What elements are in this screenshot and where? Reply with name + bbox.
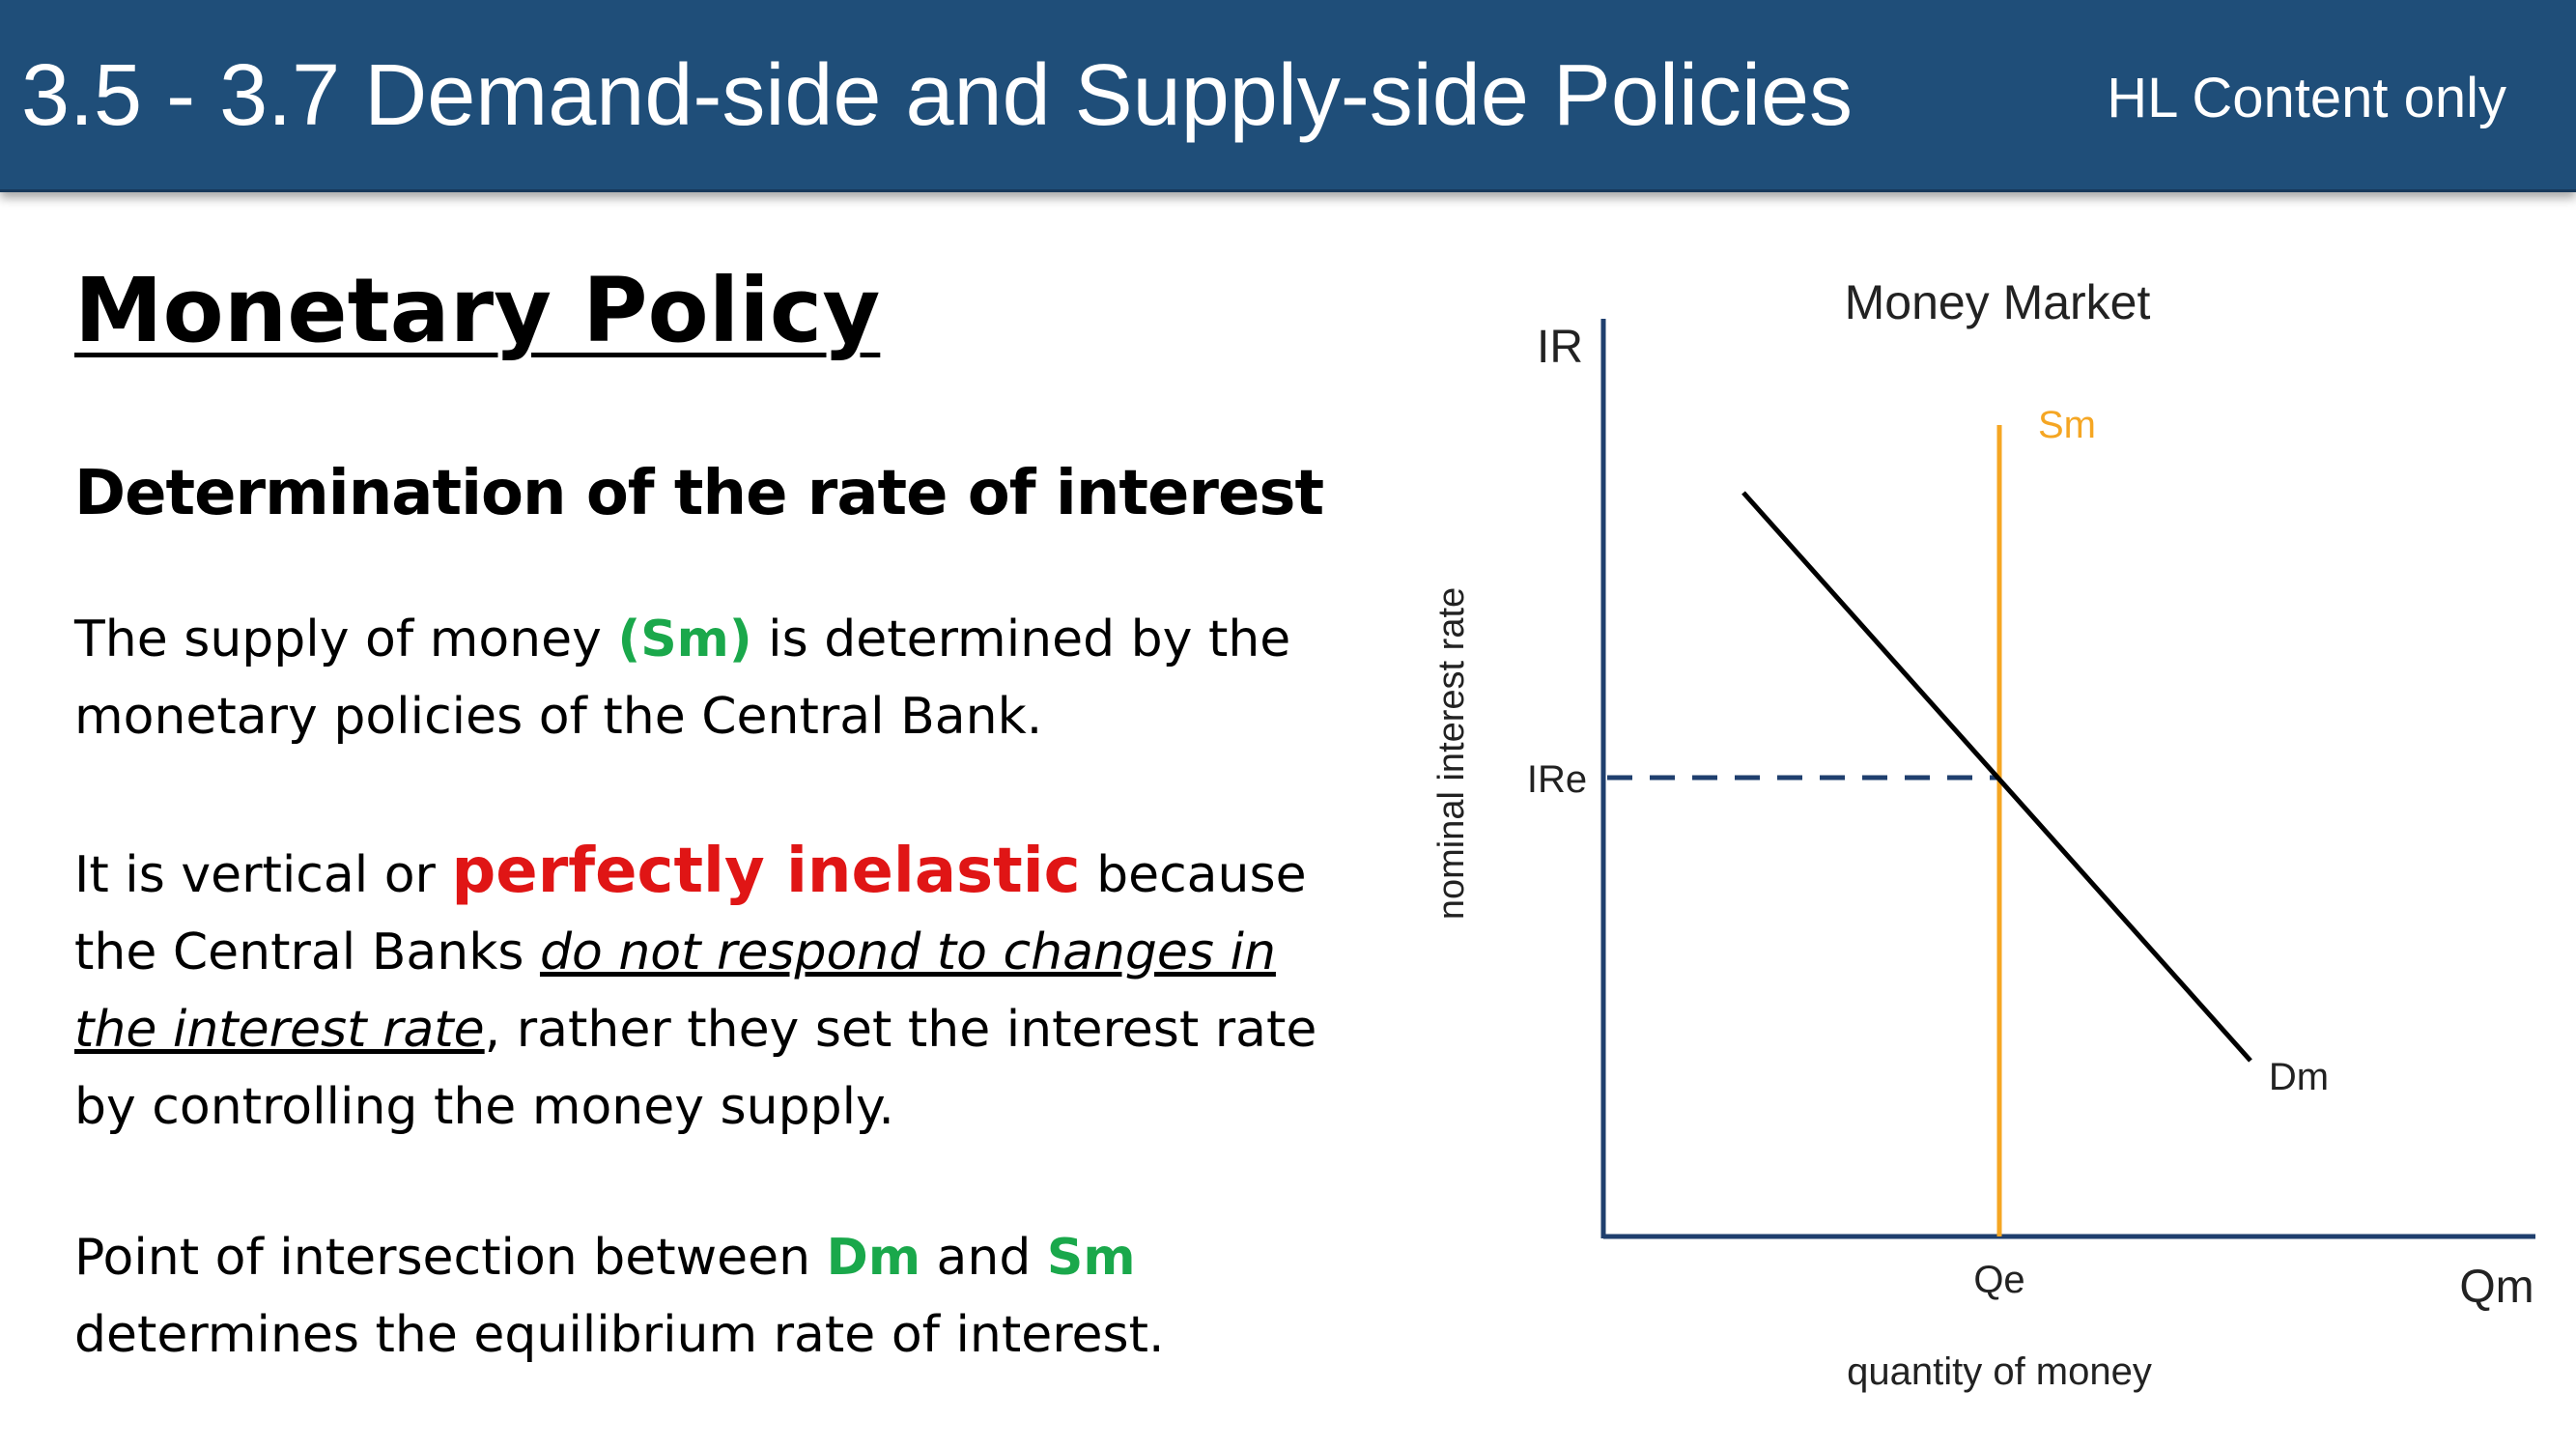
p2-text-c: because the Central Banks (74, 846, 1307, 981)
dm-term: Dm (826, 1229, 921, 1287)
p3-text-e: determines the equilibrium rate of inter… (74, 1306, 1165, 1364)
p2-text-a: It is vertical or (74, 846, 452, 904)
vertical-supply-paragraph: It is vertical or perfectly inelastic be… (74, 833, 1369, 1146)
x-axis-label: Qm (2459, 1262, 2534, 1313)
section-heading: Monetary Policy (74, 259, 881, 362)
y-axis-title: nominal interest rate (1431, 587, 1472, 920)
title-bar: 3.5 - 3.7 Demand-side and Supply-side Po… (0, 0, 2576, 192)
money-market-diagram: Money Market IR nominal interest rate IR… (1431, 275, 2535, 1393)
p3-text-c: and (920, 1229, 1047, 1287)
intersection-paragraph: Point of intersection between Dm and Sm … (74, 1219, 1369, 1374)
equilibrium-rate-label: IRe (1527, 758, 1587, 801)
emphasis-phrase: do not respond to changes in the interes… (74, 923, 1276, 1059)
p2-text-e: , rather they set the interest rate by c… (74, 1001, 1317, 1136)
perfectly-inelastic-term: perfectly inelastic (451, 836, 1081, 907)
demand-label: Dm (2269, 1056, 2329, 1098)
p1-text-c: is determined by the monetary policies o… (74, 611, 1291, 746)
y-axis-label: IR (1537, 322, 1583, 373)
sm-term: (Sm) (617, 611, 752, 668)
hl-content-tag: HL Content only (2107, 67, 2506, 129)
x-axis-title: quantity of money (1847, 1350, 2152, 1393)
subheading: Determination of the rate of interest (74, 458, 1324, 529)
money-demand-curve (1741, 491, 2252, 1063)
money-supply-paragraph: The supply of money (Sm) is determined b… (74, 601, 1369, 755)
p1-text-a: The supply of money (74, 611, 618, 668)
p3-text-a: Point of intersection between (74, 1229, 827, 1287)
equilibrium-quantity-label: Qe (1973, 1259, 2024, 1301)
supply-label: Sm (2038, 404, 2096, 446)
slide-title: 3.5 - 3.7 Demand-side and Supply-side Po… (21, 47, 1854, 144)
sm-term-2: Sm (1046, 1229, 1136, 1287)
diagram-title: Money Market (1845, 275, 2151, 329)
